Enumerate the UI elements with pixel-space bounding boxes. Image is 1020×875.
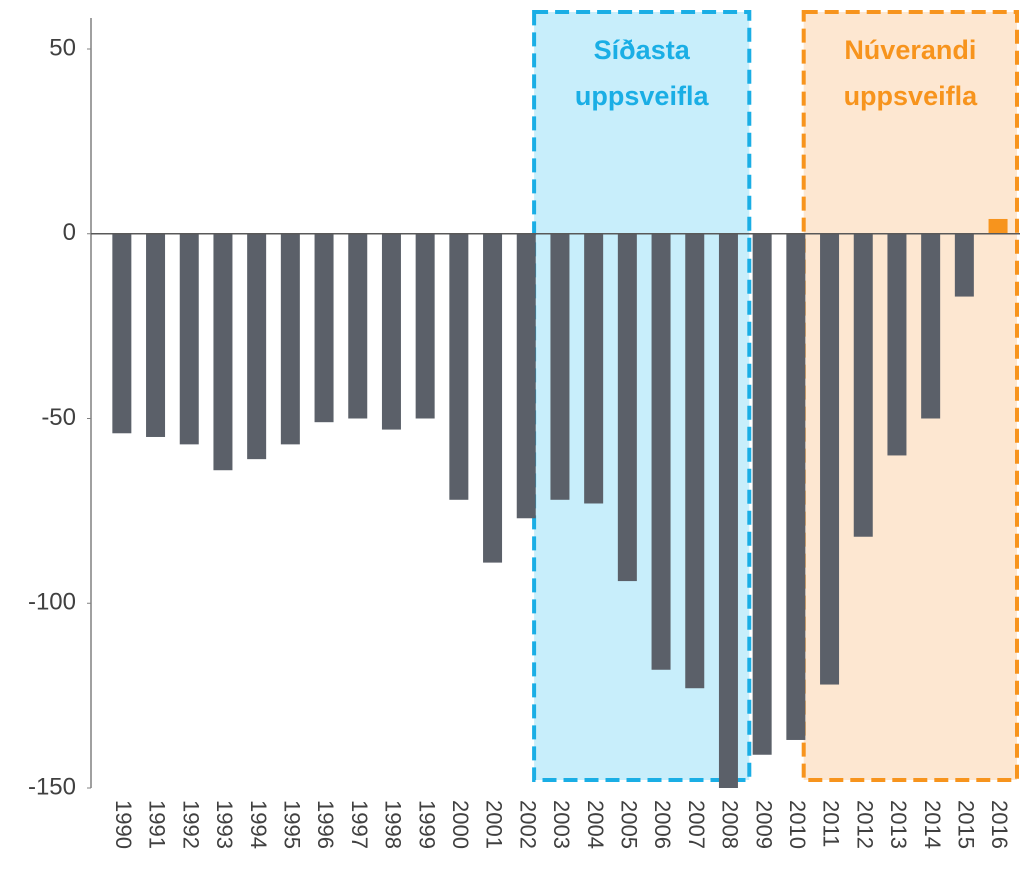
bar	[988, 218, 1008, 234]
x-tick-label: 2003	[549, 800, 574, 849]
bar	[280, 233, 300, 445]
bar	[617, 233, 637, 582]
highlight-label: Núverandi	[844, 35, 976, 65]
bar	[550, 233, 570, 500]
x-tick-label: 1999	[414, 800, 439, 849]
x-tick-label: 1998	[381, 800, 406, 849]
x-tick-label: 1997	[347, 800, 372, 849]
highlight-label: uppsveifla	[575, 81, 710, 111]
x-tick-label: 2014	[920, 800, 945, 849]
bar	[516, 233, 536, 519]
x-tick-label: 2006	[650, 800, 675, 849]
x-tick-label: 2010	[785, 800, 810, 849]
x-tick-label: 2005	[617, 800, 642, 849]
x-tick-label: 1994	[246, 800, 271, 849]
x-tick-label: 2012	[852, 800, 877, 849]
bar	[449, 233, 469, 500]
highlight-box	[801, 10, 1020, 782]
bar	[112, 233, 132, 434]
x-tick-label: 2002	[515, 800, 540, 849]
bar	[415, 233, 435, 419]
bar	[752, 233, 772, 755]
y-tick-label: 50	[49, 34, 76, 61]
bar	[921, 233, 941, 419]
bar	[853, 233, 873, 537]
x-tick-label: 2016	[987, 800, 1012, 849]
x-tick-label: 2008	[718, 800, 743, 849]
bar	[685, 233, 705, 689]
highlight-label: uppsveifla	[844, 81, 979, 111]
y-tick-label: -100	[28, 589, 76, 616]
x-tick-label: 2001	[482, 800, 507, 849]
x-tick-label: 2004	[583, 800, 608, 849]
bar	[314, 233, 334, 423]
bar	[213, 233, 233, 471]
bar	[146, 233, 166, 437]
x-tick-label: 1991	[145, 800, 170, 849]
bar	[887, 233, 907, 456]
bar	[584, 233, 604, 504]
x-tick-label: 1990	[111, 800, 136, 849]
x-tick-label: 2009	[751, 800, 776, 849]
x-tick-label: 2007	[684, 800, 709, 849]
x-tick-label: 2015	[954, 800, 979, 849]
highlight-box	[532, 10, 752, 782]
bar	[718, 233, 738, 788]
bar	[247, 233, 267, 460]
x-tick-label: 2013	[886, 800, 911, 849]
highlight-label: Síðasta	[594, 35, 691, 65]
bar	[651, 233, 671, 670]
bar	[483, 233, 503, 563]
bar	[954, 233, 974, 297]
bar	[381, 233, 401, 430]
x-tick-label: 1993	[212, 800, 237, 849]
bar	[786, 233, 806, 740]
bar	[820, 233, 840, 685]
y-tick-label: 0	[63, 219, 76, 246]
x-tick-label: 1992	[178, 800, 203, 849]
x-tick-label: 1995	[280, 800, 305, 849]
bar	[179, 233, 199, 445]
x-tick-label: 1996	[313, 800, 338, 849]
y-tick-label: -50	[41, 404, 76, 431]
x-tick-label: 2000	[448, 800, 473, 849]
y-tick-label: -150	[28, 773, 76, 800]
x-tick-label: 2011	[819, 800, 844, 847]
bar	[348, 233, 368, 419]
